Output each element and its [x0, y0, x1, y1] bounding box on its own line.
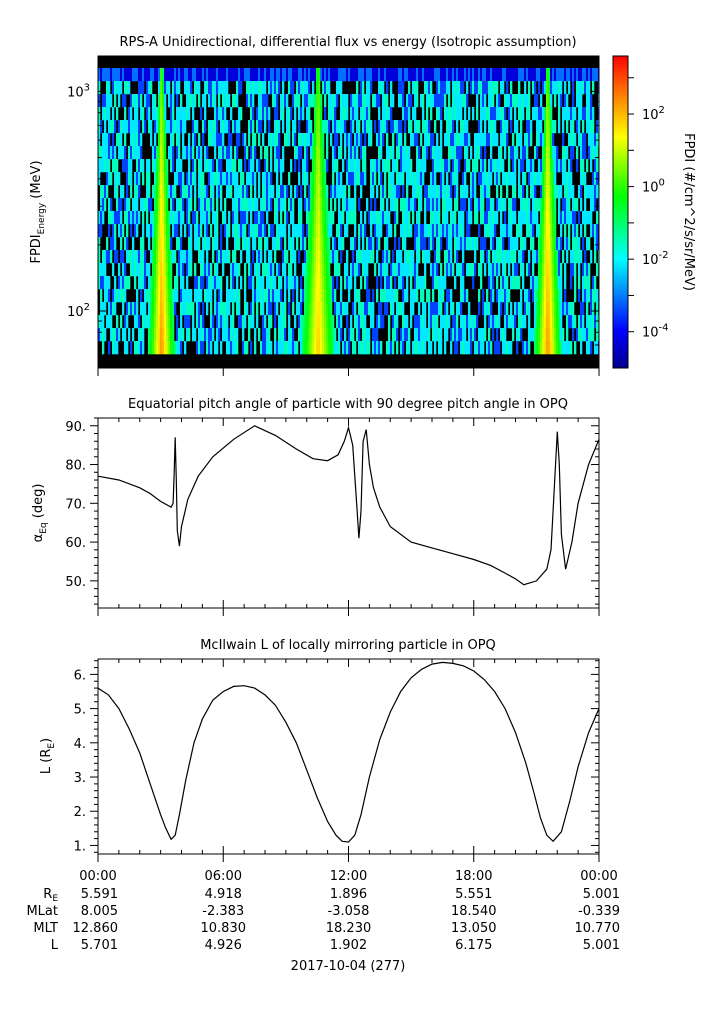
svg-text:1.: 1. — [74, 839, 86, 854]
svg-text:RE: RE — [43, 887, 58, 904]
colorbar-ticks: 102 100 10-2 10-4 — [628, 77, 669, 341]
svg-text:102: 102 — [642, 105, 665, 123]
l-shell-x-ticks — [97, 659, 600, 862]
svg-text:80.: 80. — [65, 459, 86, 474]
svg-text:10-4: 10-4 — [642, 323, 669, 341]
svg-text:10.770: 10.770 — [575, 921, 621, 936]
svg-text:MLT: MLT — [33, 921, 58, 936]
l-shell-ylabel: L (RE) — [39, 738, 57, 774]
ephemeris-table: RE 5.591 4.918 1.896 5.551 5.001 MLat 8.005 -2.3… — [26, 887, 620, 953]
svg-text:90.: 90. — [65, 420, 86, 435]
pitch-angle-y-ticks: 50. 60. 70. 80. 90. — [65, 417, 599, 605]
heatmap-cells — [98, 56, 599, 368]
svg-text:4.918: 4.918 — [205, 887, 242, 902]
time-axis-labels: 00:00 06:00 12:00 18:00 00:00 — [79, 869, 617, 884]
svg-text:13.050: 13.050 — [451, 921, 497, 936]
svg-text:2.: 2. — [74, 805, 86, 820]
svg-text:103: 103 — [67, 82, 90, 100]
svg-text:4.926: 4.926 — [205, 938, 242, 953]
colorbar — [612, 55, 629, 369]
svg-text:-0.339: -0.339 — [578, 904, 620, 919]
svg-text:18:00: 18:00 — [455, 869, 492, 884]
svg-text:06:00: 06:00 — [205, 869, 242, 884]
svg-text:10.830: 10.830 — [201, 921, 247, 936]
svg-text:MLat: MLat — [26, 904, 58, 919]
svg-text:100: 100 — [642, 178, 665, 196]
svg-text:L: L — [51, 938, 59, 953]
svg-text:-2.383: -2.383 — [202, 904, 244, 919]
svg-text:102: 102 — [67, 302, 90, 320]
svg-text:6.175: 6.175 — [455, 938, 492, 953]
svg-text:5.001: 5.001 — [583, 887, 620, 902]
svg-text:18.540: 18.540 — [451, 904, 497, 919]
svg-text:12.860: 12.860 — [73, 921, 119, 936]
svg-text:5.701: 5.701 — [81, 938, 118, 953]
svg-text:50.: 50. — [65, 575, 86, 590]
svg-text:10-2: 10-2 — [642, 250, 669, 268]
svg-text:8.005: 8.005 — [81, 904, 118, 919]
heatmap-title: RPS-A Unidirectional, differential flux … — [119, 35, 576, 50]
l-shell-title: McIlwain L of locally mirroring particle… — [200, 638, 496, 653]
pitch-angle-title: Equatorial pitch angle of particle with … — [128, 397, 568, 412]
svg-text:18.230: 18.230 — [326, 921, 372, 936]
pitch-angle-series-line — [98, 425, 599, 586]
svg-text:00:00: 00:00 — [580, 869, 617, 884]
svg-text:12:00: 12:00 — [330, 869, 367, 884]
heatmap-ylabel: FPDIEnergy (MeV) — [29, 160, 47, 263]
svg-text:60.: 60. — [65, 536, 86, 551]
svg-text:1.902: 1.902 — [330, 938, 367, 953]
pitch-angle-frame — [97, 417, 600, 609]
pitch-angle-ylabel: αEq (deg) — [31, 484, 49, 543]
svg-text:-3.058: -3.058 — [328, 904, 370, 919]
l-shell-series-line — [98, 661, 599, 843]
svg-text:3.: 3. — [74, 771, 86, 786]
l-shell-y-ticks: 1. 2. 3. 4. 5. 6. — [74, 660, 599, 854]
svg-text:6.: 6. — [74, 668, 86, 683]
heatmap-y-ticks: 103 102 — [67, 82, 599, 361]
svg-text:4.: 4. — [74, 737, 86, 752]
svg-text:00:00: 00:00 — [79, 869, 116, 884]
svg-text:5.551: 5.551 — [455, 887, 492, 902]
svg-text:1.896: 1.896 — [330, 887, 367, 902]
pitch-angle-x-ticks — [97, 418, 600, 616]
svg-text:70.: 70. — [65, 497, 86, 512]
heatmap-x-ticks — [97, 56, 600, 376]
date-label: 2017-10-04 (277) — [291, 959, 406, 974]
svg-text:5.591: 5.591 — [81, 887, 118, 902]
colorbar-label: FPDI (#/cm^2/s/sr/MeV) — [681, 133, 696, 291]
svg-text:5.: 5. — [74, 703, 86, 718]
svg-text:5.001: 5.001 — [583, 938, 620, 953]
